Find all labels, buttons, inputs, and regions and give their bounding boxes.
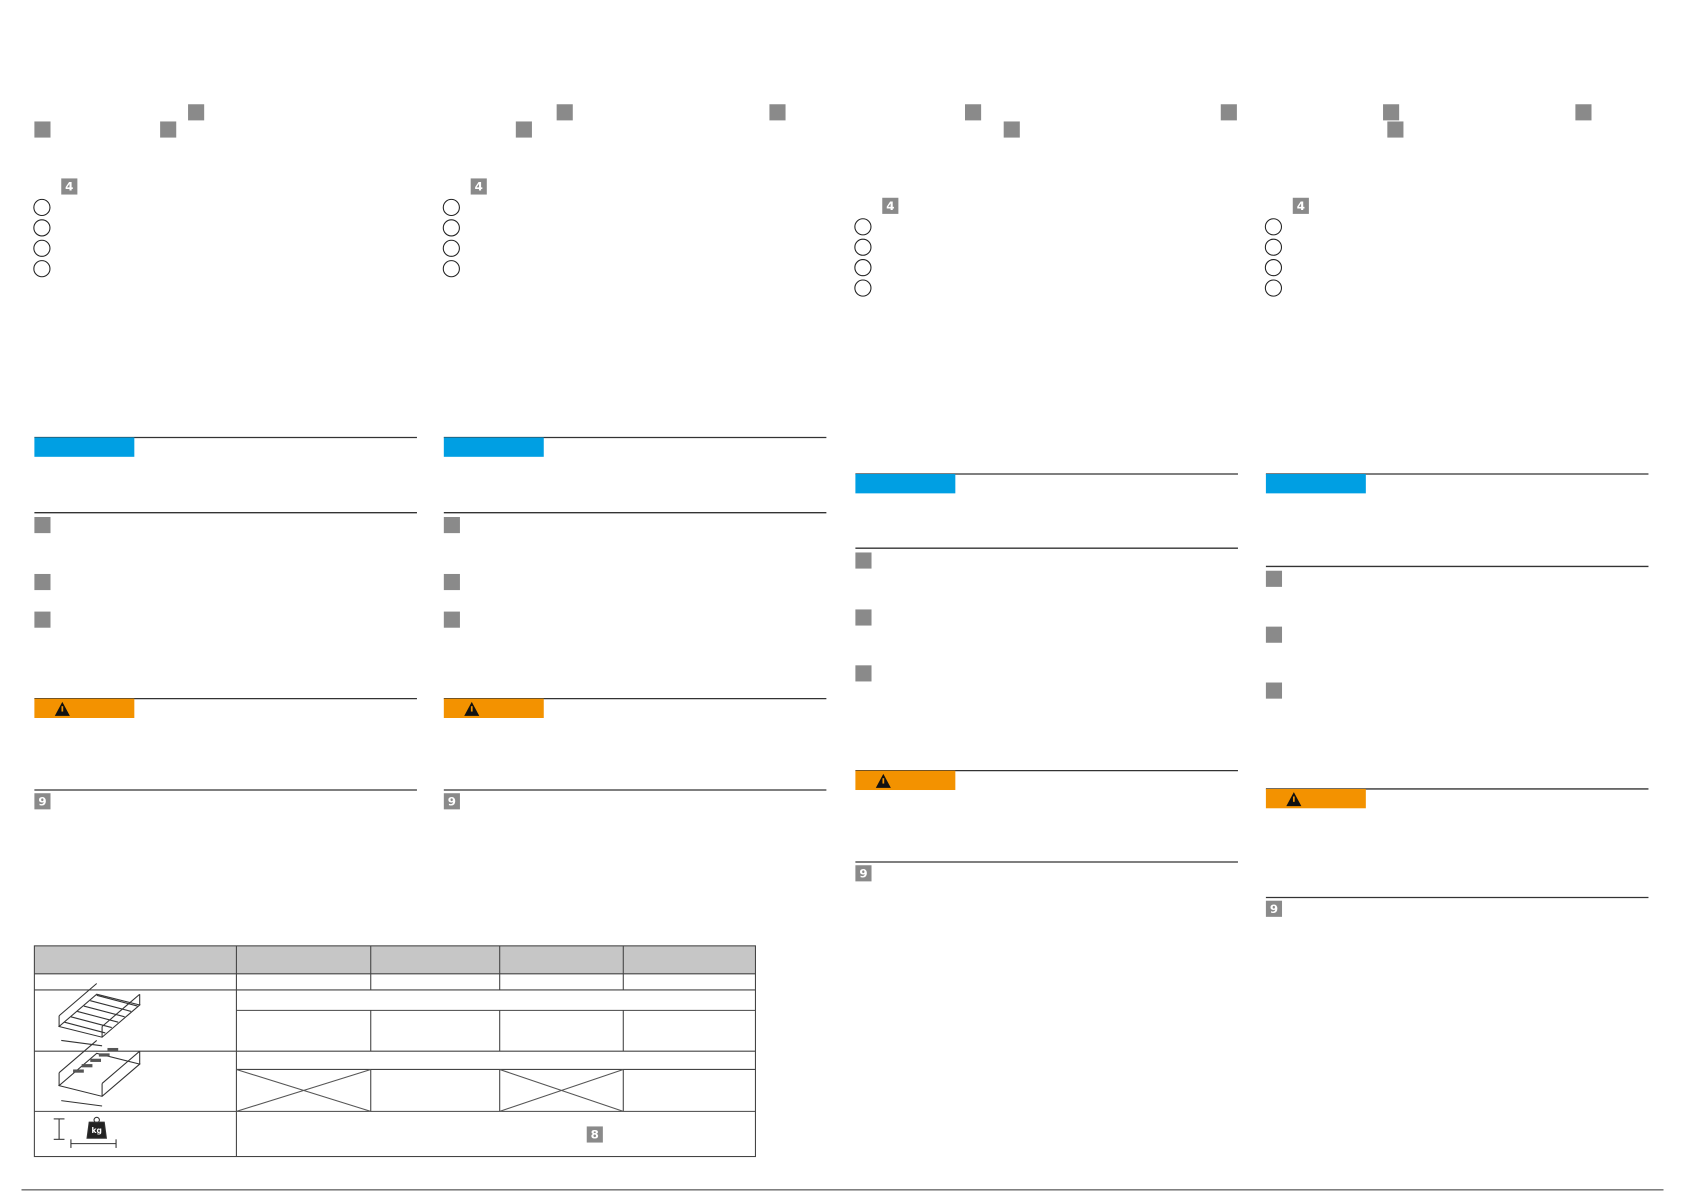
- note-banner: [1265, 474, 1366, 494]
- step-marker: [443, 516, 460, 534]
- badge-label: 4: [475, 179, 483, 193]
- legend-circle: [33, 239, 51, 257]
- warning-banner: [1265, 788, 1366, 809]
- legend-circle: [442, 239, 460, 257]
- legend-circle: [854, 279, 872, 297]
- perforated-tray-icon: [57, 1040, 141, 1107]
- badge-label: 4: [65, 179, 73, 193]
- step-marker: [1220, 104, 1237, 121]
- step-marker: [34, 516, 51, 534]
- note-banner: [855, 474, 956, 494]
- badge: [882, 197, 899, 214]
- step-marker: [1265, 570, 1283, 587]
- badge: [470, 178, 487, 195]
- dimension: [61, 1100, 103, 1107]
- slot: [98, 1053, 110, 1057]
- legend-circle: [442, 260, 460, 278]
- badge: [586, 1126, 603, 1143]
- step-marker: [188, 104, 205, 121]
- warning-mark: [61, 706, 64, 712]
- legend-circle: [1264, 259, 1283, 277]
- slot: [81, 1064, 93, 1068]
- legend-circle: [854, 259, 872, 277]
- step-marker: [515, 121, 532, 138]
- step-marker: [443, 573, 460, 591]
- tray-wire: [90, 1000, 132, 1012]
- warning-mark: [470, 706, 473, 712]
- tray-wire: [96, 994, 138, 1007]
- tray-outline: [57, 1040, 141, 1097]
- step-marker: [34, 121, 51, 138]
- step-marker: [1265, 682, 1283, 699]
- step-marker: [1387, 121, 1404, 138]
- legend-circle: [442, 219, 460, 237]
- legend-circle: [1264, 218, 1283, 236]
- note-banner: [443, 437, 544, 457]
- cross: [499, 1068, 624, 1112]
- weight: [86, 1121, 108, 1139]
- wire-tray-icon: [57, 983, 141, 1047]
- badge-label: 9: [38, 794, 46, 808]
- badge-label: 9: [1270, 902, 1278, 916]
- tray-wire: [64, 1021, 106, 1034]
- warning-banner: [443, 698, 544, 718]
- warning-banner: [855, 770, 956, 791]
- step-marker: [1575, 104, 1592, 121]
- badge-label: 9: [448, 794, 456, 808]
- tray-wire: [70, 1016, 112, 1029]
- badge: [1265, 900, 1283, 917]
- step-marker: [34, 573, 51, 591]
- table-header: [34, 945, 756, 974]
- legend-circle: [854, 238, 872, 256]
- load-icon: [53, 1116, 117, 1148]
- warning-banner: [34, 698, 135, 718]
- legend-circle: [442, 198, 460, 217]
- slot: [73, 1069, 84, 1073]
- step-marker: [160, 121, 177, 138]
- step-marker: [34, 611, 51, 628]
- step-marker: [965, 104, 982, 121]
- step-marker: [855, 609, 872, 626]
- badge: [61, 178, 78, 195]
- step-marker: [1383, 104, 1400, 121]
- legend-circle: [1264, 279, 1283, 297]
- step-marker: [855, 665, 872, 682]
- warning-mark: [1292, 796, 1295, 802]
- badge-label: 4: [1297, 199, 1305, 213]
- weight-label: kg: [92, 1126, 102, 1135]
- badge: [1292, 197, 1309, 214]
- step-marker: [855, 552, 872, 569]
- cross: [236, 1068, 371, 1112]
- step-marker: [443, 611, 460, 628]
- legend-circle: [1264, 238, 1283, 256]
- dimension: [61, 1039, 103, 1047]
- badge: [855, 865, 872, 882]
- legend-circle: [33, 198, 51, 217]
- weight-handle: [93, 1116, 100, 1124]
- badge: [34, 793, 51, 810]
- tray-wire: [83, 1005, 125, 1018]
- slot: [107, 1047, 119, 1052]
- legend-circle: [33, 219, 51, 237]
- badge-label: 4: [886, 199, 894, 213]
- badge-label: 8: [591, 1127, 599, 1141]
- legend-circle: [33, 260, 51, 278]
- note-banner: [34, 437, 135, 457]
- warning-mark: [882, 778, 885, 784]
- slot: [90, 1058, 102, 1062]
- legend-circle: [854, 218, 872, 236]
- tray-wire: [77, 1010, 119, 1023]
- step-marker: [1265, 626, 1283, 643]
- badge: [443, 793, 460, 810]
- step-marker: [556, 104, 573, 121]
- step-marker: [769, 104, 786, 121]
- step-marker: [1003, 121, 1020, 138]
- badge-label: 9: [859, 866, 867, 880]
